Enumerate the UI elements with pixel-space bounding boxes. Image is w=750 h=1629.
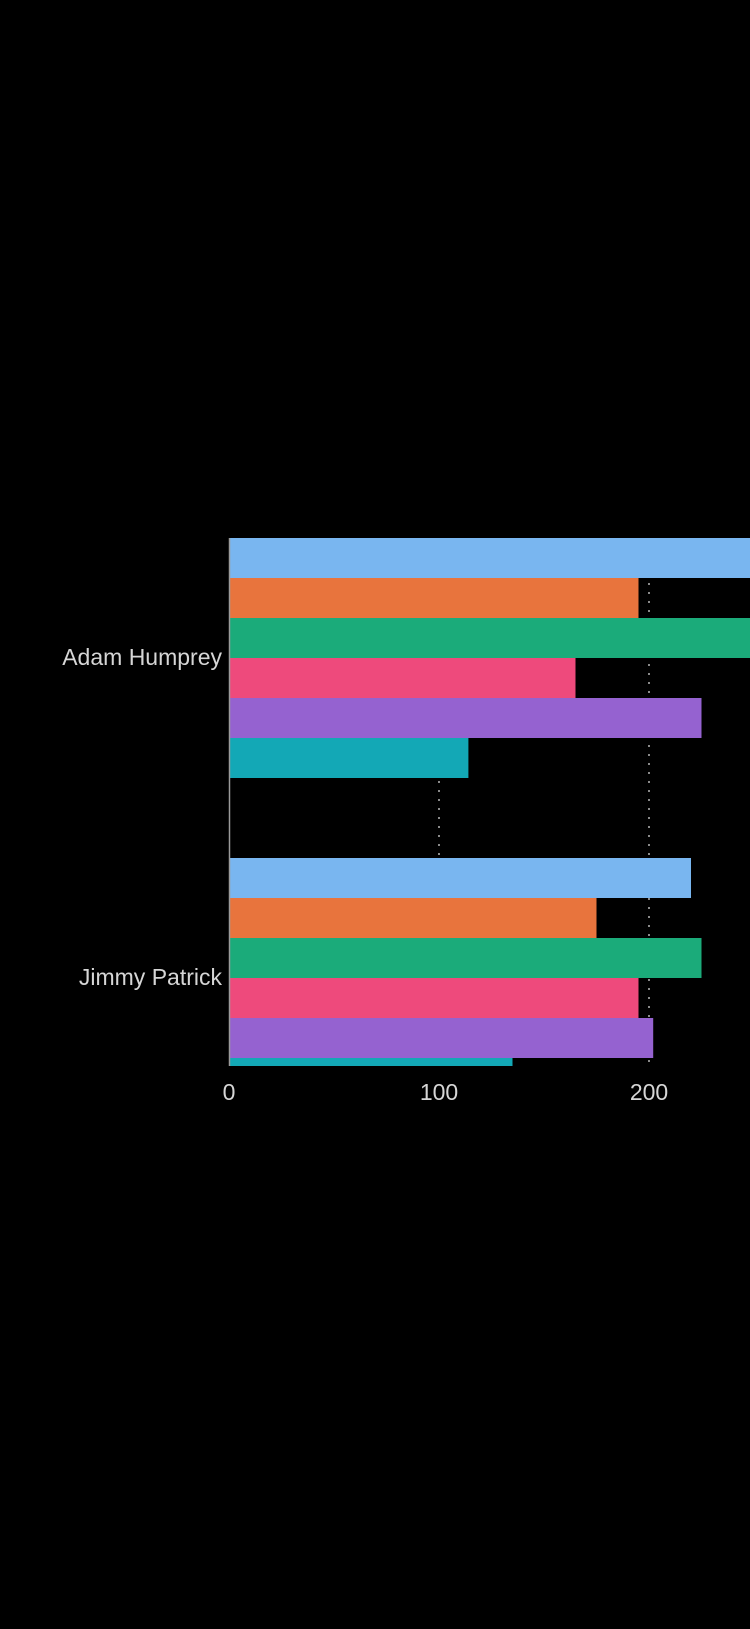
bar-adam-humprey-series-5 <box>229 698 702 738</box>
bar-jimmy-patrick-series-5 <box>229 1018 654 1058</box>
bar-adam-humprey-series-1 <box>229 538 750 578</box>
labels: Adam Humprey Jimmy Patrick 0 100 200 <box>62 644 668 1105</box>
bar-jimmy-patrick-series-6 <box>229 1058 513 1066</box>
bar-jimmy-patrick-series-3 <box>229 938 702 978</box>
x-tick-label: 0 <box>223 1079 236 1105</box>
x-tick-label: 200 <box>630 1079 668 1105</box>
bar-adam-humprey-series-2 <box>229 578 639 618</box>
bar-adam-humprey-series-4 <box>229 658 576 698</box>
x-tick-label: 100 <box>420 1079 458 1105</box>
category-label: Jimmy Patrick <box>79 964 223 990</box>
bar-jimmy-patrick-series-4 <box>229 978 639 1018</box>
bars <box>229 538 750 1066</box>
bar-adam-humprey-series-6 <box>229 738 469 778</box>
bar-jimmy-patrick-series-2 <box>229 898 597 938</box>
category-label: Adam Humprey <box>62 644 222 670</box>
bar-adam-humprey-series-3 <box>229 618 750 658</box>
bar-jimmy-patrick-series-1 <box>229 858 691 898</box>
